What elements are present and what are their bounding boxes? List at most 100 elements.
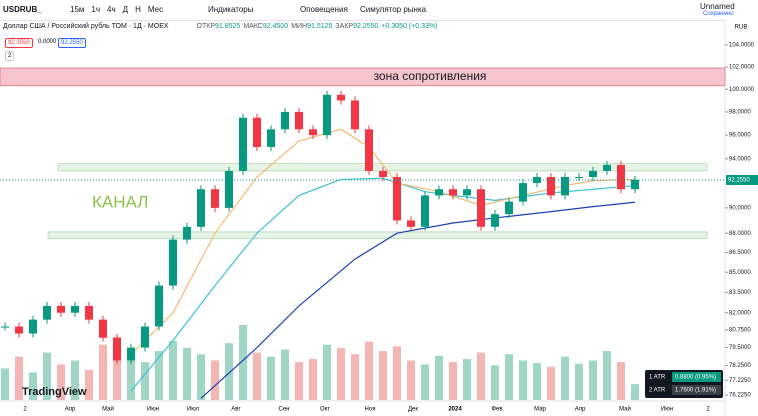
interval[interactable]: Н xyxy=(135,5,141,14)
candle xyxy=(29,319,37,334)
volume-bar xyxy=(211,360,219,400)
volume-bar xyxy=(141,362,149,400)
x-tick-label: Май xyxy=(619,406,631,413)
y-tick-label: 90.0000 xyxy=(729,205,751,211)
replay-button[interactable]: Симулятор рынка xyxy=(360,5,427,14)
candle xyxy=(323,94,331,136)
candle xyxy=(505,201,513,215)
volume-bar xyxy=(463,358,471,400)
x-tick-label: Авг xyxy=(231,407,241,413)
count-badge: 2 xyxy=(5,51,15,61)
x-tick-label: Июл xyxy=(187,407,200,413)
x-tick-label: Июн xyxy=(147,407,159,413)
x-tick-label: Май xyxy=(102,406,114,413)
price-axis xyxy=(725,20,758,416)
interval[interactable]: 1ч xyxy=(91,5,101,14)
chart: RUB 104.0000 102.0000 100.0000 98.0000 96.000… xyxy=(0,20,758,416)
y-tick-label: 94.0000 xyxy=(729,156,751,162)
moving-average xyxy=(130,128,636,356)
interval[interactable]: Мес xyxy=(147,5,164,14)
y-tick-label: 79.5000 xyxy=(729,345,751,351)
atr-label: 2 ATR xyxy=(649,388,666,394)
volume-bar xyxy=(1,368,9,400)
volume-bar xyxy=(43,352,51,400)
atr-value: 0.8800 (0.95%) xyxy=(675,375,716,381)
volume-bar xyxy=(631,384,639,400)
interval[interactable]: 15м xyxy=(70,5,85,14)
volume-bar xyxy=(617,362,625,400)
alerts-button[interactable]: Оповещения xyxy=(300,5,348,14)
volume-bar xyxy=(351,354,359,400)
price-tag-label: 92.2550 xyxy=(728,178,750,184)
ohlc-label: ОТКР xyxy=(196,23,215,30)
layout-name[interactable]: Unnamed xyxy=(700,2,735,11)
intervals: 15м 1ч 4ч Д Н Мес xyxy=(70,5,170,14)
ohlc-label: МИН xyxy=(291,23,308,30)
interval[interactable]: 4ч xyxy=(107,5,116,14)
volume-bar xyxy=(309,358,317,400)
symbol[interactable]: USDRUB_ xyxy=(3,5,42,14)
y-tick-label: 85.0000 xyxy=(729,270,751,276)
candle xyxy=(211,189,219,208)
volume-bar xyxy=(155,351,163,400)
x-tick-label: 2 xyxy=(23,407,27,413)
y-tick-label: 77.2250 xyxy=(729,378,751,384)
volume-bar xyxy=(407,360,415,400)
candle xyxy=(589,170,597,178)
ohlc-label: МАКС xyxy=(243,23,263,30)
candle xyxy=(99,319,107,338)
indicators-button[interactable]: Индикаторы xyxy=(208,5,254,14)
y-tick-label: 96.0000 xyxy=(729,133,751,139)
badge: 92.2550 xyxy=(58,38,86,48)
channel-band xyxy=(47,231,708,239)
candle xyxy=(239,117,247,171)
legend-title: Доллар США / Российский рубль ТОМ · 1Д ·… xyxy=(3,23,169,30)
candle xyxy=(309,129,317,136)
candle xyxy=(267,129,275,147)
badge: 92.2550 xyxy=(5,38,33,48)
volume-bar xyxy=(477,352,485,400)
y-tick-label: 83.5000 xyxy=(729,290,751,296)
y-tick-label: 86.5000 xyxy=(729,250,751,256)
volume-bar xyxy=(491,365,499,400)
interval[interactable]: Д xyxy=(122,5,129,14)
volume-bar xyxy=(421,364,429,400)
volume-bar xyxy=(379,351,387,400)
candle xyxy=(519,183,527,202)
volume-bar xyxy=(547,366,555,400)
candle xyxy=(365,129,373,171)
x-tick-label: Ноя xyxy=(365,407,376,413)
price-tag xyxy=(726,174,758,185)
candle xyxy=(155,285,163,327)
y-tick-label: 88.0000 xyxy=(729,231,751,237)
candle xyxy=(1,326,9,328)
volume-bar xyxy=(85,370,93,400)
candle xyxy=(491,214,499,227)
candle xyxy=(337,94,345,101)
change: +0.3050 (+0.33%) xyxy=(381,23,438,30)
candle xyxy=(225,170,233,208)
x-tick-label: Сен xyxy=(279,407,290,413)
candle xyxy=(379,170,387,178)
atr-value: 1.7600 (1.91%) xyxy=(675,388,716,394)
x-tick-label: Окт xyxy=(320,407,330,413)
volume-bar xyxy=(127,358,135,400)
volume-bar xyxy=(99,344,107,400)
candle xyxy=(421,195,429,227)
volume-bar xyxy=(183,347,191,400)
legend: Доллар США / Российский рубль ТОМ · 1Д ·… xyxy=(3,23,437,30)
candle xyxy=(281,111,289,130)
x-tick-label: 2 xyxy=(706,407,710,413)
y-tick-label: 104.0000 xyxy=(729,43,755,49)
candle xyxy=(197,189,205,227)
volume-bar xyxy=(197,354,205,400)
atr-label: 1 ATR xyxy=(649,375,666,381)
candle xyxy=(43,305,51,320)
volume-bar xyxy=(589,360,597,400)
resistance-zone xyxy=(0,67,726,87)
saved-status: Сохранено xyxy=(703,11,734,17)
volume-bar xyxy=(57,364,65,400)
volume-bar xyxy=(533,362,541,400)
volume-bar xyxy=(365,341,373,400)
